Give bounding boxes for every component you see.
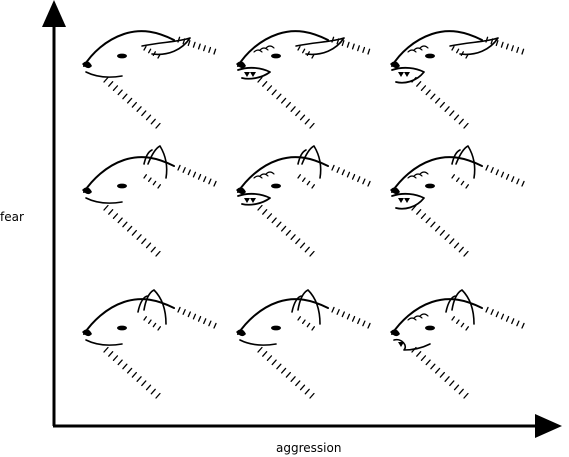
back-fur [177, 164, 217, 187]
back-fur [331, 306, 371, 329]
x-axis-label: aggression [276, 441, 342, 455]
brow-wrinkles [407, 313, 429, 321]
nose [82, 329, 92, 337]
ear-icon [445, 289, 475, 325]
wolf-head-r3-c2 [236, 289, 371, 399]
throat-fur [103, 76, 161, 129]
nose [82, 61, 92, 69]
throat-fur [411, 346, 469, 399]
axes [42, 0, 562, 438]
back-fur [331, 164, 371, 187]
eye [271, 183, 281, 189]
ear-icon [297, 145, 322, 179]
brow-wrinkles [253, 45, 275, 53]
wolf-head-r2-c2 [236, 145, 371, 257]
mouth [237, 66, 271, 80]
back-fur [331, 36, 371, 55]
eye [271, 53, 281, 59]
head-outline [391, 30, 483, 67]
cheek-fur [451, 174, 469, 189]
cheek-fur [451, 45, 469, 59]
cheek-fur [143, 45, 161, 59]
mouth [391, 192, 425, 210]
head-outline [391, 298, 483, 335]
mouth [237, 192, 271, 206]
back-fur [485, 306, 525, 329]
mouth [85, 339, 123, 346]
mouth [85, 197, 123, 204]
head-outline [237, 30, 329, 67]
wolf-head-r1-c3 [390, 30, 525, 129]
wolf-head-r3-c1 [82, 289, 217, 399]
throat-fur [257, 76, 315, 129]
wolf-head-r1-c1 [82, 30, 217, 129]
nose [390, 61, 400, 69]
eye [425, 325, 435, 331]
brow-wrinkles [253, 171, 275, 179]
ear-icon [137, 289, 167, 325]
eye [425, 53, 435, 59]
throat-fur [257, 204, 315, 257]
y-axis-label: fear [0, 210, 24, 224]
throat-fur [411, 76, 469, 129]
back-fur [177, 306, 217, 329]
nose [236, 187, 246, 195]
cheek-fur [297, 45, 315, 59]
ear-icon [291, 289, 321, 325]
cheek-fur [143, 316, 161, 331]
throat-fur [257, 346, 315, 399]
head-outline [237, 156, 329, 193]
ear-icon [451, 145, 476, 179]
head-outline [391, 156, 483, 193]
head-outline [83, 298, 175, 335]
head-outline [83, 156, 175, 193]
throat-fur [103, 346, 161, 399]
brow-wrinkles [407, 45, 429, 53]
cheek-fur [297, 174, 315, 189]
ear-icon [449, 37, 499, 56]
nose [82, 187, 92, 195]
cheek-fur [451, 316, 469, 331]
ear-icon [295, 37, 345, 56]
wolf-head-r1-c2 [236, 30, 371, 129]
eye [117, 53, 127, 59]
mouth [239, 339, 277, 346]
nose [390, 329, 400, 337]
nose [236, 329, 246, 337]
head-outline [237, 298, 329, 335]
throat-fur [103, 204, 161, 257]
eye [117, 183, 127, 189]
mouth [391, 66, 425, 84]
nose [390, 187, 400, 195]
ear-icon [141, 37, 191, 56]
ear-icon [143, 145, 168, 179]
back-fur [177, 36, 217, 55]
back-fur [485, 164, 525, 187]
mouth [393, 338, 431, 351]
mouth [85, 71, 123, 78]
cheek-fur [297, 316, 315, 331]
wolf-head-grid [82, 30, 525, 399]
head-outline [83, 30, 175, 67]
eye [271, 325, 281, 331]
wolf-head-r2-c1 [82, 145, 217, 257]
eye [425, 183, 435, 189]
brow-wrinkles [407, 171, 429, 179]
wolf-head-r3-c3 [390, 289, 525, 399]
eye [117, 325, 127, 331]
nose [236, 61, 246, 69]
back-fur [485, 36, 525, 55]
cheek-fur [143, 174, 161, 189]
wolf-head-r2-c3 [390, 145, 525, 257]
throat-fur [411, 204, 469, 257]
